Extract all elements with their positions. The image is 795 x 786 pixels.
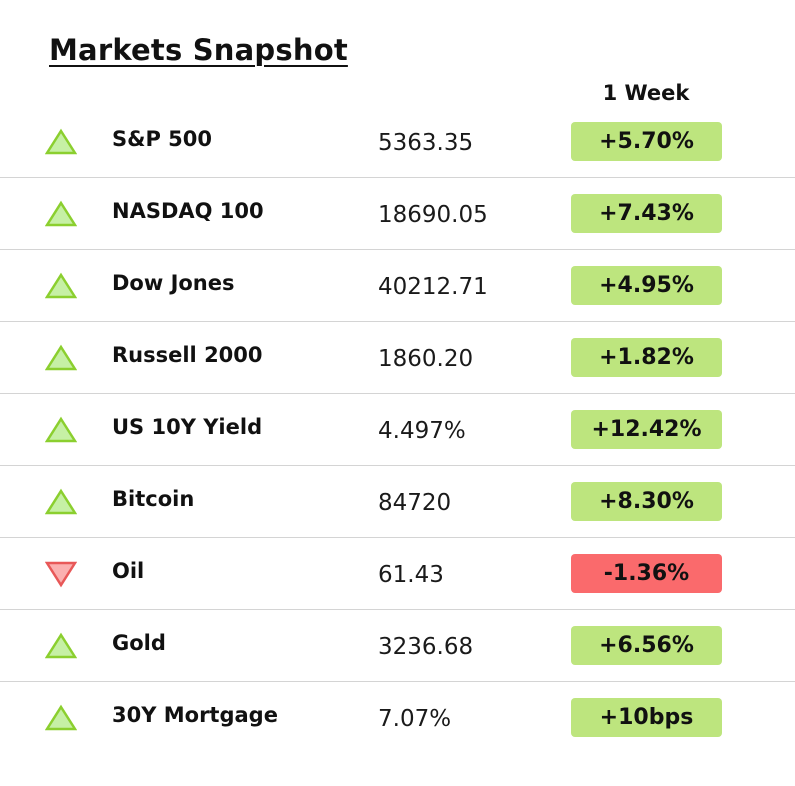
table-row: S&P 500 5363.35 +5.70% [0,106,795,178]
market-value: 40212.71 [378,274,488,300]
change-badge: +12.42% [571,410,722,449]
triangle-up-icon [45,344,77,372]
triangle-up-icon [45,416,77,444]
table-row: Oil 61.43 -1.36% [0,538,795,610]
triangle-down-icon [45,560,77,588]
change-badge: +10bps [571,698,722,737]
market-value: 84720 [378,490,452,516]
change-badge: +8.30% [571,482,722,521]
change-badge: +1.82% [571,338,722,377]
table-row: Dow Jones 40212.71 +4.95% [0,250,795,322]
triangle-up-icon [45,200,77,228]
column-header-1-week: 1 Week [602,81,690,105]
table-row: Russell 2000 1860.20 +1.82% [0,322,795,394]
market-value: 4.497% [378,418,466,444]
table-row: NASDAQ 100 18690.05 +7.43% [0,178,795,250]
market-value: 7.07% [378,706,452,732]
market-name: Dow Jones [112,271,235,295]
market-value: 5363.35 [378,130,474,156]
market-value: 61.43 [378,562,444,588]
change-badge: +7.43% [571,194,722,233]
change-badge: +4.95% [571,266,722,305]
market-value: 18690.05 [378,202,488,228]
market-name: Bitcoin [112,487,195,511]
market-name: Oil [112,559,145,583]
change-badge: +6.56% [571,626,722,665]
triangle-up-icon [45,488,77,516]
page-title: Markets Snapshot [49,33,348,67]
change-badge: -1.36% [571,554,722,593]
market-value: 1860.20 [378,346,474,372]
triangle-up-icon [45,704,77,732]
table-row: 30Y Mortgage 7.07% +10bps [0,682,795,754]
triangle-up-icon [45,272,77,300]
market-name: NASDAQ 100 [112,199,264,223]
table-row: Bitcoin 84720 +8.30% [0,466,795,538]
market-name: 30Y Mortgage [112,703,278,727]
table-row: Gold 3236.68 +6.56% [0,610,795,682]
market-name: US 10Y Yield [112,415,263,439]
markets-table: S&P 500 5363.35 +5.70% NASDAQ 100 18690.… [0,106,795,754]
market-name: S&P 500 [112,127,212,151]
change-badge: +5.70% [571,122,722,161]
table-row: US 10Y Yield 4.497% +12.42% [0,394,795,466]
market-name: Russell 2000 [112,343,263,367]
triangle-up-icon [45,128,77,156]
market-value: 3236.68 [378,634,474,660]
market-name: Gold [112,631,166,655]
triangle-up-icon [45,632,77,660]
